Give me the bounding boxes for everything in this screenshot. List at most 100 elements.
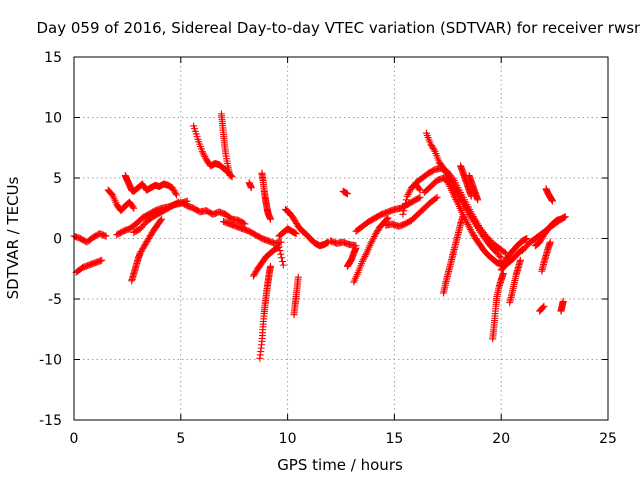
series-s31 bbox=[457, 162, 475, 200]
series-s17 bbox=[275, 225, 300, 240]
data-point bbox=[198, 147, 206, 155]
data-point bbox=[277, 238, 285, 246]
data-point bbox=[415, 185, 423, 193]
y-tick-label: 10 bbox=[44, 111, 62, 127]
data-point bbox=[294, 273, 302, 281]
data-point bbox=[278, 257, 286, 265]
data-point bbox=[371, 231, 379, 239]
series-s21 bbox=[343, 244, 360, 270]
data-point bbox=[249, 272, 257, 280]
data-point bbox=[137, 248, 145, 256]
data-point bbox=[539, 303, 547, 311]
data-point bbox=[139, 245, 147, 253]
data-point bbox=[384, 214, 392, 222]
data-point bbox=[292, 230, 300, 238]
series-s2 bbox=[70, 230, 110, 246]
data-point bbox=[98, 256, 106, 264]
data-point bbox=[406, 187, 414, 195]
data-point bbox=[399, 210, 407, 218]
x-tick-label: 15 bbox=[385, 431, 403, 447]
data-point bbox=[358, 257, 366, 265]
data-point bbox=[200, 151, 208, 159]
data-point bbox=[369, 234, 377, 242]
y-tick-label: -10 bbox=[39, 353, 62, 369]
data-point bbox=[463, 219, 471, 227]
series-s9 bbox=[190, 122, 236, 181]
data-point bbox=[171, 188, 179, 196]
series-s30 bbox=[440, 213, 467, 297]
data-point bbox=[474, 196, 482, 204]
data-point bbox=[516, 256, 524, 264]
data-point bbox=[199, 149, 207, 157]
data-point bbox=[500, 248, 508, 256]
data-point bbox=[145, 235, 153, 242]
data-point bbox=[102, 232, 110, 240]
data-point bbox=[146, 232, 154, 240]
data-point bbox=[144, 236, 152, 244]
series-s15 bbox=[249, 243, 287, 280]
plot-frame bbox=[73, 56, 609, 421]
data-point bbox=[359, 256, 367, 264]
data-point bbox=[464, 220, 472, 228]
data-point bbox=[536, 238, 544, 246]
data-point bbox=[247, 184, 255, 192]
data-point bbox=[276, 247, 284, 255]
data-point bbox=[108, 190, 116, 198]
data-point bbox=[293, 219, 301, 227]
x-tick-labels: 0 5 10 15 20 25 bbox=[70, 431, 617, 447]
series-s42 bbox=[519, 215, 565, 255]
y-tick-labels: 15 10 5 0 -5 -10 -15 bbox=[39, 50, 62, 429]
data-point bbox=[469, 230, 477, 238]
series-s23 bbox=[352, 193, 424, 235]
data-point bbox=[267, 262, 275, 270]
y-tick-label: 0 bbox=[53, 232, 62, 248]
series-s16 bbox=[281, 205, 332, 250]
series-s6 bbox=[128, 215, 166, 285]
series-s34 bbox=[501, 235, 531, 264]
data-point bbox=[158, 215, 166, 223]
data-point bbox=[275, 243, 283, 251]
data-point bbox=[370, 233, 378, 241]
data-point bbox=[445, 181, 453, 189]
data-point bbox=[361, 252, 369, 260]
series-s20 bbox=[339, 187, 351, 198]
data-point bbox=[146, 233, 154, 241]
data-point bbox=[360, 254, 368, 262]
data-point bbox=[451, 194, 459, 202]
data-point bbox=[559, 297, 567, 305]
data-point bbox=[402, 199, 410, 207]
data-points bbox=[70, 110, 569, 362]
data-point bbox=[402, 196, 410, 204]
x-tick-label: 10 bbox=[279, 431, 297, 447]
series-s12 bbox=[245, 179, 255, 192]
data-point bbox=[496, 252, 504, 260]
data-point bbox=[454, 199, 462, 207]
data-point bbox=[352, 244, 360, 252]
y-tick-label: 15 bbox=[44, 50, 62, 66]
y-tick-label: -15 bbox=[39, 413, 62, 429]
series-s35 bbox=[506, 256, 524, 307]
data-point bbox=[452, 196, 460, 204]
data-point bbox=[467, 227, 475, 235]
series-s14 bbox=[258, 169, 275, 223]
data-point bbox=[443, 176, 451, 184]
data-point bbox=[429, 144, 437, 152]
data-point bbox=[540, 302, 548, 310]
data-point bbox=[466, 226, 474, 234]
data-point bbox=[368, 238, 376, 246]
data-point bbox=[556, 216, 564, 224]
data-point bbox=[369, 236, 377, 244]
data-point bbox=[170, 187, 178, 195]
data-point bbox=[374, 227, 382, 235]
data-point bbox=[459, 213, 467, 221]
data-point bbox=[415, 194, 423, 202]
series-s7 bbox=[130, 198, 183, 236]
data-point bbox=[290, 215, 298, 223]
data-point bbox=[147, 230, 155, 238]
data-point bbox=[226, 172, 234, 180]
data-point bbox=[141, 240, 149, 248]
data-point bbox=[561, 213, 569, 221]
data-point bbox=[172, 189, 180, 197]
series-s39 bbox=[538, 238, 554, 275]
data-point bbox=[251, 269, 259, 277]
